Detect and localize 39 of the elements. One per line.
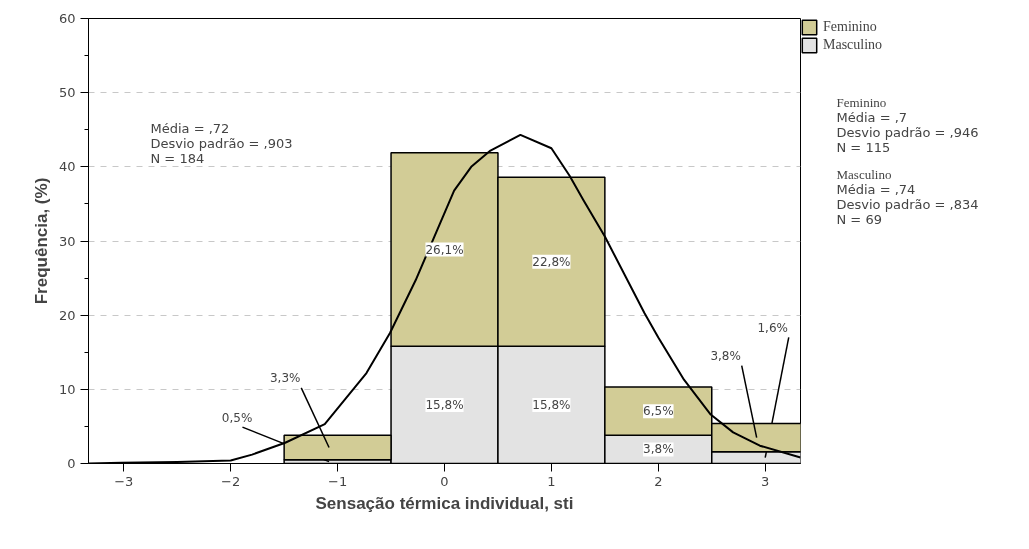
y-tick-label: 50	[58, 85, 76, 101]
data-label: 6,5%	[643, 404, 674, 419]
annotation: Desvio padrão = ,903	[150, 136, 293, 151]
text: Média = ,74	[836, 182, 916, 197]
x-tick-label: −2	[221, 473, 241, 489]
y-tick-label: 30	[58, 233, 76, 249]
legend-label: Masculino	[823, 36, 883, 54]
data-label: 1,6%	[757, 320, 788, 335]
text: Desvio padrão = ,946	[836, 125, 979, 140]
y-axis-title: Frequência, (%)	[31, 177, 51, 305]
text: Masculino	[836, 167, 892, 182]
text: Média = ,7	[836, 110, 908, 125]
text: Desvio padrão = ,834	[836, 197, 979, 212]
data-label: 3,3%	[269, 371, 301, 386]
legend-label: Feminino	[823, 18, 877, 36]
data-label: 0,5%	[221, 410, 253, 425]
data-label: 26,1%	[425, 242, 464, 257]
text: N = 69	[836, 212, 882, 227]
y-tick-label: 40	[58, 159, 76, 175]
x-tick-label: −1	[328, 473, 348, 489]
y-tick-label: 20	[58, 307, 76, 323]
y-tick-label: 10	[58, 381, 76, 397]
annotation: Média = ,72	[150, 121, 230, 136]
x-tick-label: 3	[761, 473, 770, 489]
x-tick-label: 0	[440, 473, 449, 489]
x-tick-label: 1	[547, 473, 556, 489]
y-tick-label: 60	[58, 11, 76, 26]
x-tick-label: 2	[654, 473, 663, 489]
x-axis-title: Sensação térmica individual, sti	[315, 493, 574, 513]
data-label: 15,8%	[532, 397, 571, 412]
data-label: 15,8%	[425, 397, 464, 412]
text: Feminino	[836, 95, 887, 110]
data-label: 3,8%	[710, 348, 741, 363]
data-label: 22,8%	[532, 254, 571, 269]
text: N = 115	[836, 140, 891, 155]
annotation: N = 184	[150, 151, 205, 166]
y-tick-label: 0	[67, 456, 76, 471]
x-tick-label: −3	[114, 473, 134, 489]
data-label: 3,8%	[643, 442, 674, 457]
